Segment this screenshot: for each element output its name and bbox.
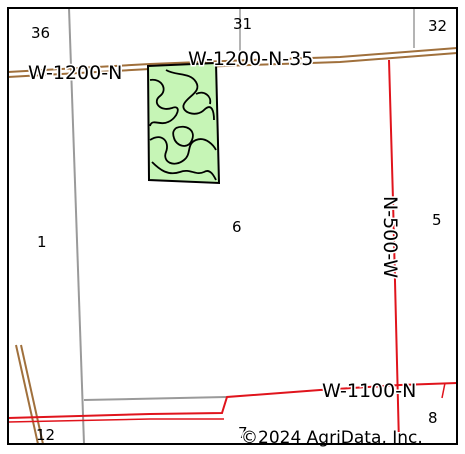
- field-boundary[interactable]: [146, 61, 221, 185]
- soil-line: [149, 78, 179, 127]
- soil-line: [195, 91, 212, 105]
- map-frame-border: [7, 7, 458, 445]
- road-w1100n[interactable]: [7, 382, 458, 423]
- section-number-7: 7: [238, 424, 248, 442]
- road-label-n500w: N-500-W: [379, 196, 401, 278]
- section-number-12: 12: [36, 426, 55, 444]
- section-number-36: 36: [31, 24, 50, 42]
- road-n500w[interactable]: [388, 59, 400, 445]
- road-label-w1100n: W-1100-N: [322, 380, 416, 402]
- road-label-w1200n: W-1200-N: [28, 62, 122, 84]
- road-label-w1200n35: W-1200-N-35: [188, 48, 313, 70]
- section-number-1: 1: [37, 233, 47, 251]
- section-lines: [68, 7, 415, 445]
- road-southwest-diagonal[interactable]: [15, 344, 44, 445]
- section-number-31: 31: [233, 15, 252, 33]
- section-number-6: 6: [232, 218, 242, 236]
- section-line-south: [83, 396, 227, 401]
- soil-line: [151, 161, 217, 181]
- section-number-32: 32: [428, 17, 447, 35]
- section-number-5: 5: [432, 211, 442, 229]
- soil-line: [165, 69, 215, 121]
- soil-line: [172, 125, 194, 147]
- section-number-8: 8: [428, 409, 438, 427]
- road-w1200n[interactable]: [7, 47, 458, 78]
- soil-line: [149, 136, 217, 165]
- section-line-west: [68, 7, 85, 445]
